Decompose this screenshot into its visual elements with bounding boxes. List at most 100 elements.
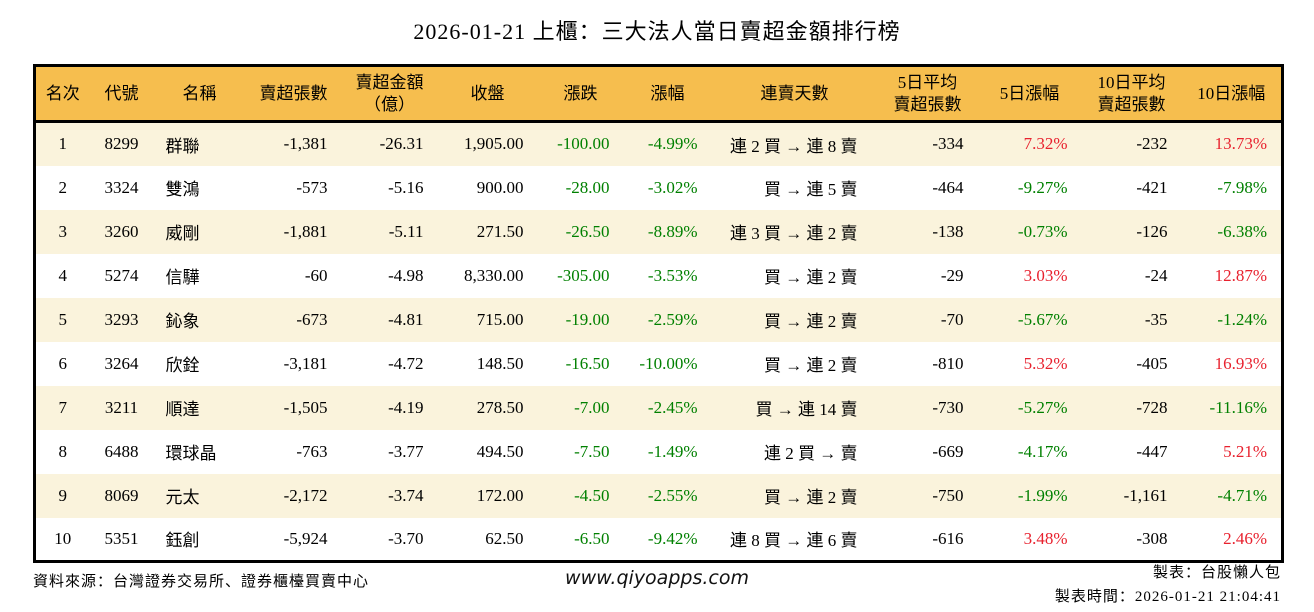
cell-change_pct: -9.42% <box>647 528 698 548</box>
cell-rank: 6 <box>58 353 68 373</box>
column-header-pct10: 10日漲幅 <box>1181 65 1283 123</box>
column-header-change: 漲跌 <box>537 65 624 123</box>
cell-code: 3211 <box>104 397 139 417</box>
cell-change_pct: -2.45% <box>647 397 698 417</box>
cell-code: 5351 <box>104 528 139 548</box>
table-row: 2 3324 雙鴻 -573 -5.16 900.00 -28.00 -3.02% 買 → 連 … <box>34 165 1283 210</box>
cell-avg5: -464 <box>932 177 964 197</box>
table-row: 7 3211 順達 -1,505 -4.19 278.50 -7.00 -2.45% 買 → 連… <box>34 385 1283 430</box>
cell-sell_vol: -1,505 <box>283 397 328 417</box>
cell-avg5: -70 <box>940 309 964 329</box>
cell-close: 271.50 <box>476 221 524 241</box>
cell-streak: 買 → 連 14 賣 <box>755 400 858 419</box>
cell-avg10: -24 <box>1144 265 1168 285</box>
cell-name: 信驊 <box>165 268 200 287</box>
cell-rank: 5 <box>58 309 68 329</box>
column-header-sell_amt: 賣超金額 （億） <box>341 65 438 123</box>
cell-pct5: -5.67% <box>1017 309 1068 329</box>
table-row: 6 3264 欣銓 -3,181 -4.72 148.50 -16.50 -10.00% 買 →… <box>34 341 1283 386</box>
cell-code: 8069 <box>104 485 139 505</box>
cell-streak: 買 → 連 2 賣 <box>764 312 858 331</box>
cell-code: 3260 <box>104 221 139 241</box>
cell-pct5: -0.73% <box>1017 221 1068 241</box>
cell-pct10: -1.24% <box>1217 309 1267 329</box>
cell-code: 3293 <box>104 309 139 329</box>
cell-change: -19.00 <box>565 309 610 329</box>
cell-sell_vol: -763 <box>296 441 328 461</box>
cell-avg10: -405 <box>1136 353 1168 373</box>
cell-change: -305.00 <box>557 265 610 285</box>
cell-name: 群聯 <box>165 136 200 156</box>
cell-sell_vol: -1,881 <box>283 221 328 241</box>
cell-avg10: -35 <box>1144 309 1168 329</box>
cell-streak: 連 3 買 → 連 2 賣 <box>730 224 858 243</box>
cell-pct5: -9.27% <box>1017 177 1068 197</box>
cell-sell_amt: -4.72 <box>388 353 424 373</box>
cell-close: 1,905.00 <box>464 134 524 154</box>
cell-close: 8,330.00 <box>464 265 524 285</box>
cell-close: 494.50 <box>476 441 524 461</box>
cell-rank: 10 <box>54 528 72 548</box>
table-row: 9 8069 元太 -2,172 -3.74 172.00 -4.50 -2.55% 買 → 連… <box>34 473 1283 518</box>
cell-pct10: 2.46% <box>1223 528 1267 548</box>
cell-code: 3324 <box>104 177 139 197</box>
cell-sell_vol: -60 <box>304 265 328 285</box>
cell-pct5: 3.03% <box>1023 265 1068 285</box>
cell-change: -28.00 <box>565 177 610 197</box>
cell-rank: 3 <box>58 221 68 241</box>
column-header-rank: 名次 <box>34 65 90 123</box>
cell-avg5: -616 <box>932 528 964 548</box>
cell-pct5: -1.99% <box>1017 485 1068 505</box>
cell-change_pct: -8.89% <box>647 221 698 241</box>
cell-code: 5274 <box>104 265 139 285</box>
cell-sell_vol: -3,181 <box>283 353 328 373</box>
cell-sell_amt: -4.98 <box>388 265 424 285</box>
cell-name: 順達 <box>165 400 200 419</box>
cell-avg5: -750 <box>932 485 964 505</box>
website-url: www.qiyoapps.com <box>565 567 749 589</box>
cell-avg5: -138 <box>932 221 964 241</box>
cell-name: 鈺創 <box>165 531 200 551</box>
cell-avg10: -447 <box>1136 441 1168 461</box>
cell-name: 欣銓 <box>165 356 200 375</box>
cell-sell_amt: -26.31 <box>379 134 424 154</box>
cell-change_pct: -3.02% <box>647 177 698 197</box>
cell-name: 環球晶 <box>165 444 217 463</box>
cell-close: 172.00 <box>476 485 524 505</box>
cell-streak: 連 8 買 → 連 6 賣 <box>730 531 858 551</box>
cell-sell_amt: -3.74 <box>388 485 424 505</box>
cell-avg5: -334 <box>932 134 964 154</box>
cell-sell_amt: -3.77 <box>388 441 424 461</box>
cell-sell_amt: -5.11 <box>388 221 424 241</box>
cell-change: -100.00 <box>557 134 610 154</box>
cell-close: 278.50 <box>476 397 524 417</box>
column-header-avg10: 10日平均 賣超張數 <box>1081 65 1182 123</box>
cell-avg10: -421 <box>1136 177 1168 197</box>
cell-pct10: -7.98% <box>1217 177 1267 197</box>
cell-pct10: 16.93% <box>1214 353 1267 373</box>
cell-pct10: -11.16% <box>1209 397 1267 417</box>
table-row: 1 8299 群聯 -1,381 -26.31 1,905.00 -100.00 -4.99%… <box>34 121 1283 166</box>
cell-pct5: 5.32% <box>1023 353 1068 373</box>
cell-pct10: 5.21% <box>1223 441 1267 461</box>
cell-pct10: -6.38% <box>1217 221 1267 241</box>
cell-change_pct: -2.59% <box>647 309 698 329</box>
cell-change: -7.50 <box>574 441 610 461</box>
cell-pct5: 3.48% <box>1023 528 1068 548</box>
cell-pct10: -4.71% <box>1217 485 1267 505</box>
cell-streak: 買 → 連 2 賣 <box>764 356 858 375</box>
cell-avg10: -308 <box>1136 528 1168 548</box>
cell-sell_amt: -4.19 <box>388 397 424 417</box>
cell-pct10: 13.73% <box>1214 134 1267 154</box>
cell-rank: 1 <box>58 134 68 154</box>
cell-name: 元太 <box>165 488 200 507</box>
cell-sell_amt: -4.81 <box>388 309 424 329</box>
cell-close: 62.50 <box>485 528 524 548</box>
cell-change_pct: -4.99% <box>647 134 698 154</box>
cell-pct5: 7.32% <box>1023 134 1068 154</box>
cell-close: 148.50 <box>476 353 524 373</box>
table-row: 4 5274 信驊 -60 -4.98 8,330.00 -305.00 -3.53% 買 → … <box>34 253 1283 298</box>
column-header-code: 代號 <box>89 65 154 123</box>
cell-name: 雙鴻 <box>165 180 200 199</box>
column-header-sell_vol: 賣超張數 <box>245 65 342 123</box>
